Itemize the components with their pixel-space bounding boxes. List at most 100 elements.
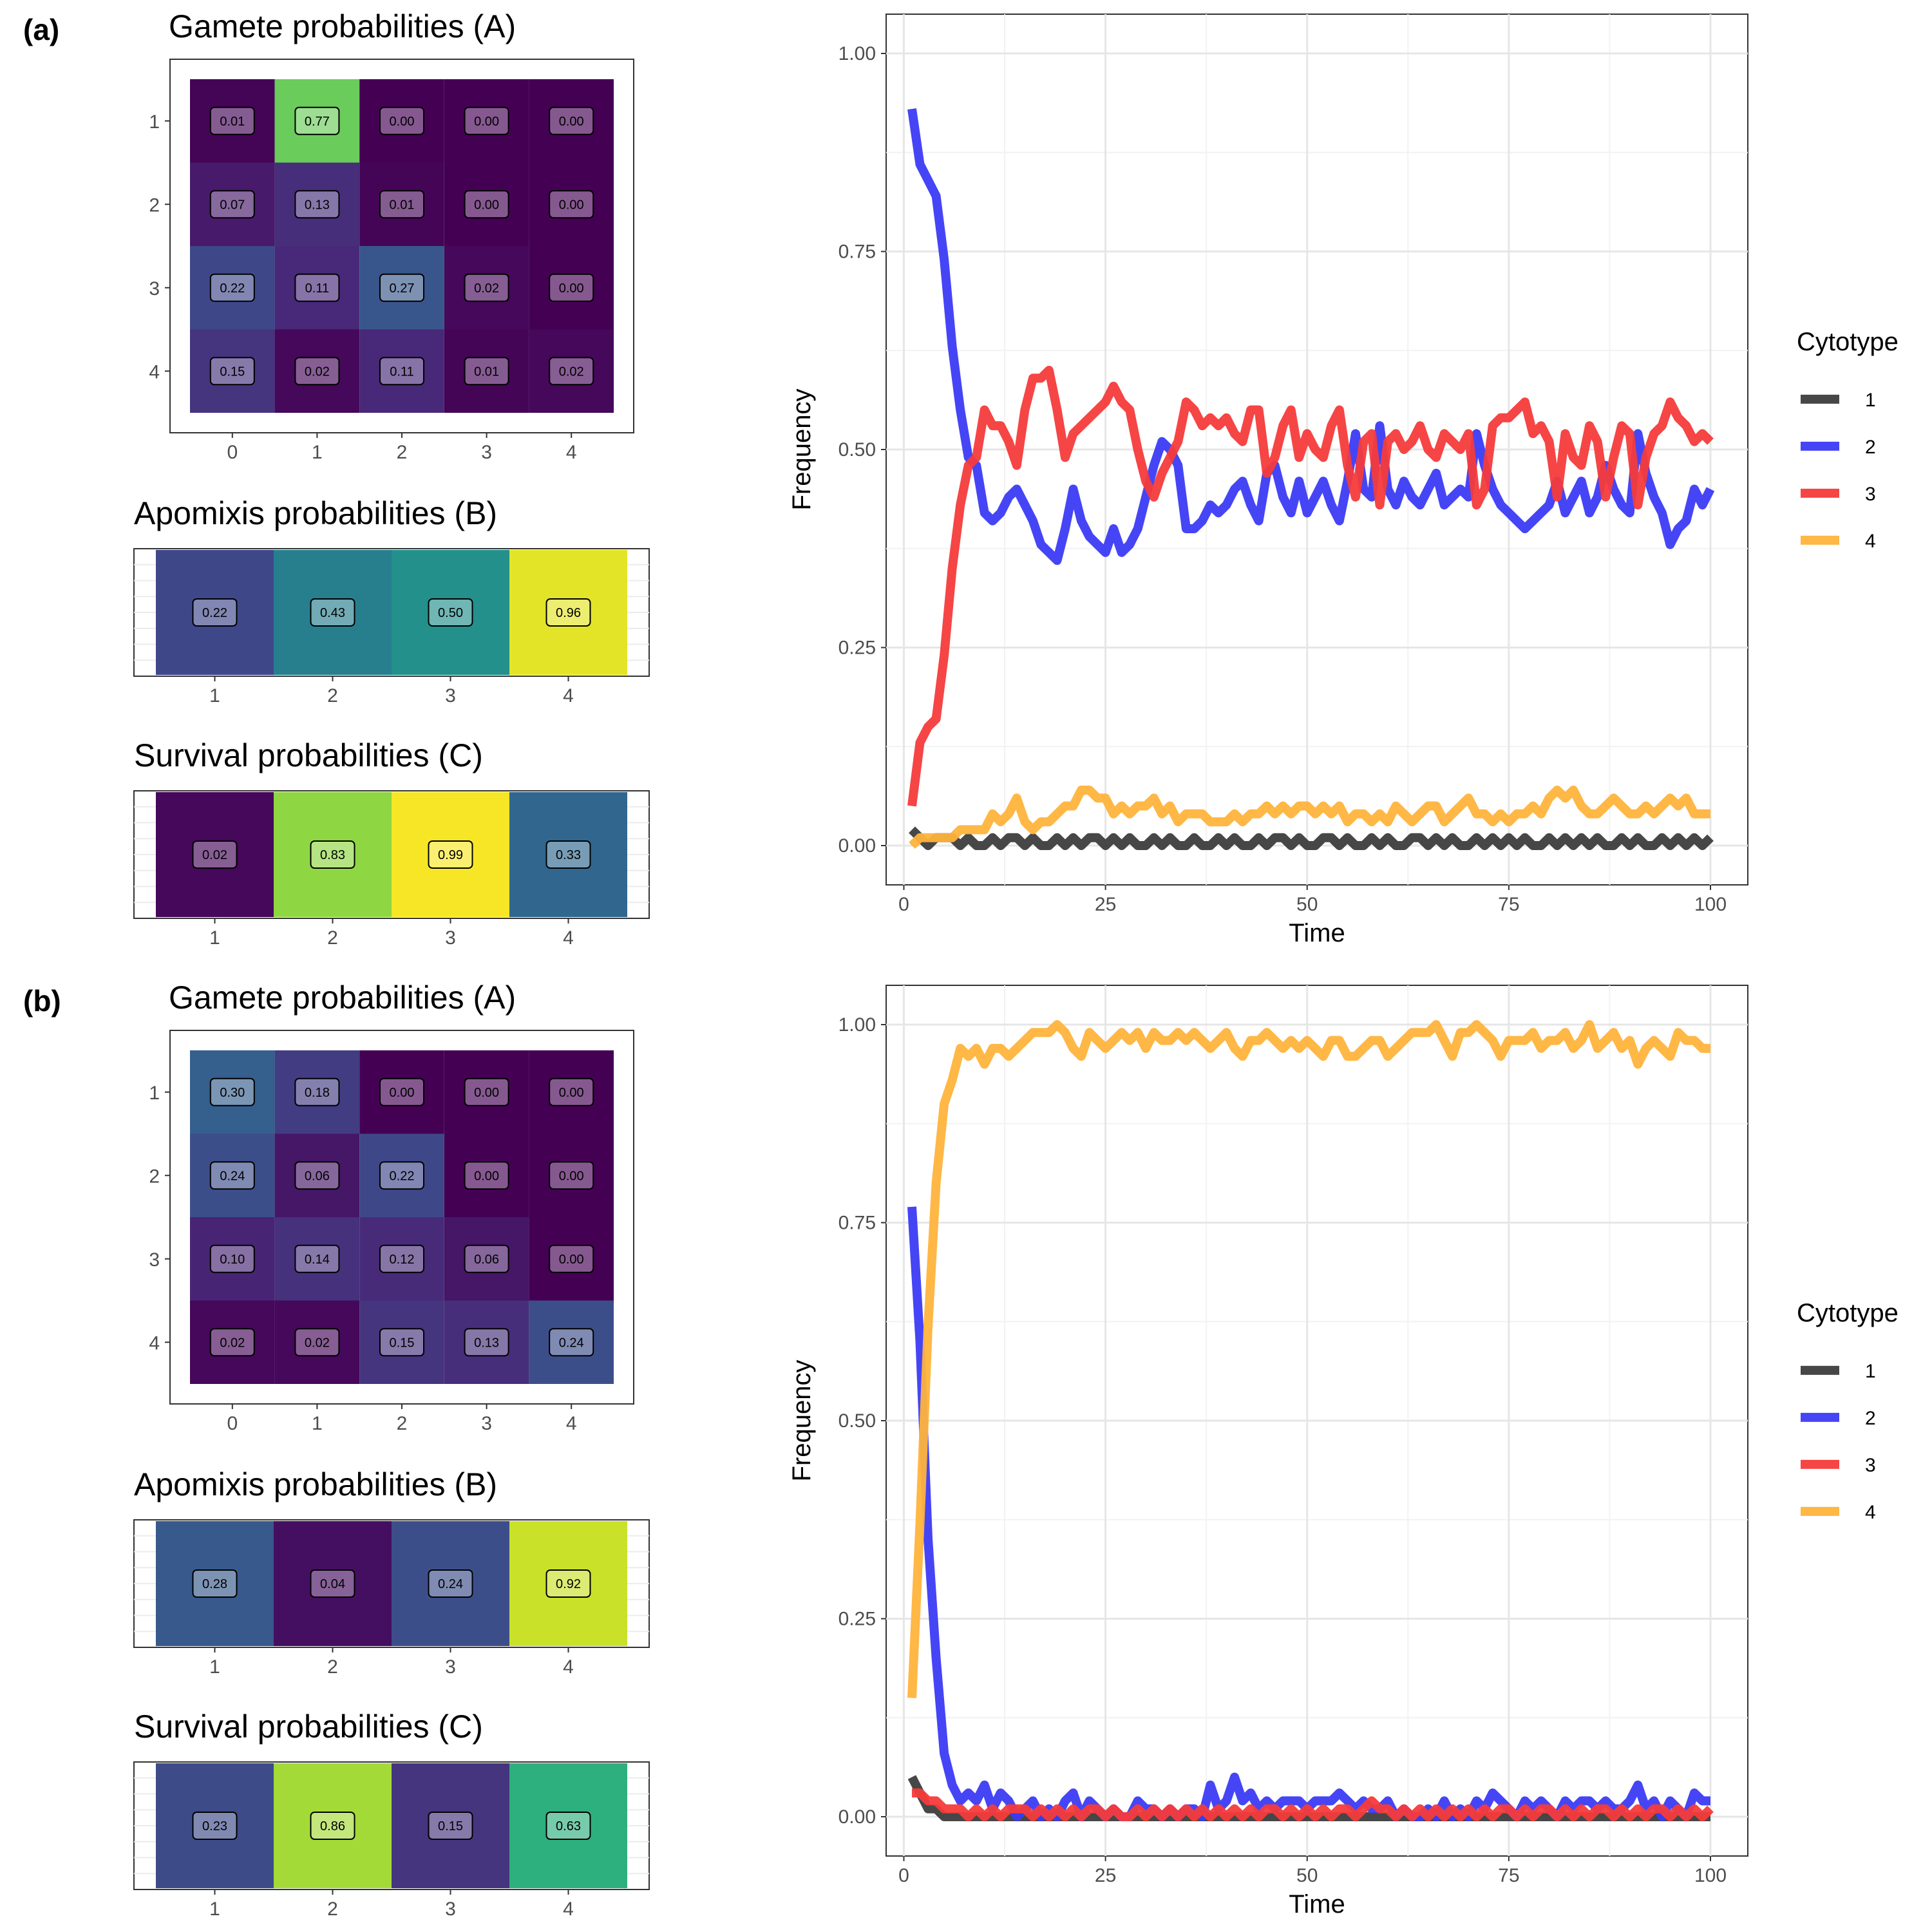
survival-tile (509, 792, 627, 917)
apomixis-tile (392, 550, 509, 675)
gamete-value-label-box (464, 357, 509, 386)
gamete-tile (359, 246, 444, 330)
survival-tile (392, 1763, 509, 1888)
apomixis-value-label: 0.50 (438, 606, 463, 620)
gamete-value-label: 0.00 (559, 115, 584, 129)
gamete-value-label: 0.02 (474, 281, 499, 296)
gamete-tile (529, 1217, 614, 1301)
gamete-value-label-box (464, 273, 509, 302)
y-tick-label: 0.50 (838, 439, 876, 460)
gamete-y-tick-label: 1 (149, 1083, 160, 1104)
survival-tile (274, 1763, 392, 1888)
series-line-cytotype-4 (907, 1020, 1710, 1698)
gamete-value-label: 0.00 (559, 281, 584, 296)
gamete-value-label: 0.18 (305, 1086, 330, 1100)
gamete-value-label: 0.15 (390, 1336, 415, 1350)
gamete-value-label-box (464, 190, 509, 219)
gamete-value-label: 0.14 (305, 1253, 330, 1267)
gamete-value-label-box (209, 1244, 255, 1273)
gamete-value-label: 0.00 (474, 115, 499, 129)
gamete-title: Gamete probabilities (A) (169, 980, 516, 1016)
gamete-value-label-box (549, 273, 594, 302)
gamete-tile (444, 162, 529, 246)
gamete-value-label: 0.11 (390, 365, 413, 379)
gamete-value-label: 0.00 (390, 1086, 415, 1100)
gamete-value-label: 0.06 (305, 1169, 330, 1183)
gamete-value-label-box (379, 106, 424, 135)
gamete-value-label-box (464, 1161, 509, 1190)
legend-title: Cytotype (1797, 1299, 1899, 1327)
apomixis-tile (274, 550, 392, 675)
gamete-value-label: 0.00 (559, 1169, 584, 1183)
gamete-value-label: 0.07 (220, 198, 245, 212)
gamete-x-tick-label: 3 (481, 1413, 492, 1434)
gamete-value-label-box (209, 1077, 255, 1106)
gamete-value-label-box (294, 1328, 340, 1357)
legend-label: 2 (1865, 437, 1876, 458)
survival-strip: Survival probabilities (C) 0.02 1 0.83 2 0.99… (133, 737, 650, 949)
apomixis-strip: Apomixis probabilities (B) 0.22 1 0.43 2 0.50… (133, 495, 650, 706)
legend-label: 1 (1865, 390, 1876, 411)
gamete-y-tick-label: 2 (149, 1166, 160, 1187)
gamete-tile (190, 1217, 275, 1301)
gamete-value-label-box (379, 1077, 424, 1106)
survival-value-label-box (545, 1812, 591, 1840)
survival-value-label-box (192, 1812, 238, 1840)
legend-label: 1 (1865, 1361, 1876, 1382)
gamete-value-label: 0.02 (305, 365, 330, 379)
x-tick-label: 75 (1498, 894, 1519, 915)
apomixis-value-label: 0.24 (438, 1577, 463, 1591)
apomixis-tile (509, 1521, 627, 1646)
gamete-title: Gamete probabilities (A) (169, 8, 516, 44)
gamete-value-label: 0.00 (474, 1169, 499, 1183)
gamete-value-label: 0.00 (559, 1253, 584, 1267)
apomixis-strip: Apomixis probabilities (B) 0.28 1 0.04 2 0.24… (133, 1466, 650, 1678)
gamete-value-label: 0.11 (305, 281, 329, 296)
gamete-tile (359, 329, 444, 413)
gamete-value-label-box (294, 1161, 340, 1190)
gamete-value-label-box (549, 1161, 594, 1190)
series-line-cytotype-2 (907, 108, 1715, 565)
gamete-value-label-box (209, 1161, 255, 1190)
apomixis-value-label: 0.92 (556, 1577, 581, 1591)
survival-x-tick-label: 4 (563, 927, 574, 949)
x-tick-label: 0 (898, 1865, 909, 1886)
apomixis-x-tick-label: 2 (327, 1656, 338, 1678)
y-tick-label: 1.00 (838, 43, 876, 64)
gamete-tile (444, 329, 529, 413)
survival-tile (509, 1763, 627, 1888)
apomixis-value-label-box (428, 1569, 473, 1598)
gamete-value-label-box (209, 1328, 255, 1357)
gamete-value-label: 0.02 (220, 1336, 245, 1350)
survival-value-label: 0.99 (438, 848, 463, 862)
gamete-tile (190, 1050, 275, 1134)
survival-tile (392, 792, 509, 917)
gamete-tile (529, 1050, 614, 1134)
apomixis-tile (156, 550, 274, 675)
gamete-tile (529, 1300, 614, 1384)
gamete-value-label: 0.30 (220, 1086, 245, 1100)
gamete-x-tick-label: 4 (566, 1413, 577, 1434)
legend-label: 4 (1865, 531, 1876, 552)
gamete-value-label: 0.77 (305, 115, 330, 129)
gamete-value-label: 0.00 (474, 198, 499, 212)
survival-value-label: 0.86 (320, 1819, 345, 1833)
survival-x-tick-label: 1 (209, 927, 220, 949)
panel-b: (b) Gamete probabilities (A)0.30 0.18 0.00 0… (23, 980, 1899, 1920)
series-line-cytotype-3 (912, 1788, 1714, 1821)
gamete-value-label-box (379, 357, 424, 386)
survival-tile (274, 792, 392, 917)
gamete-value-label-box (549, 1244, 594, 1273)
y-tick-label: 0.00 (838, 835, 876, 857)
gamete-value-label: 0.01 (220, 115, 245, 129)
gamete-value-label-box (209, 357, 255, 386)
apomixis-title: Apomixis probabilities (B) (134, 1466, 497, 1502)
apomixis-value-label: 0.28 (202, 1577, 227, 1591)
y-tick-label: 0.75 (838, 1213, 876, 1234)
survival-value-label: 0.23 (202, 1819, 227, 1833)
gamete-tile (359, 79, 444, 163)
gamete-value-label-box (464, 1244, 509, 1273)
gamete-value-label-box (379, 1244, 424, 1273)
gamete-value-label: 0.00 (559, 198, 584, 212)
gamete-value-label: 0.01 (474, 365, 499, 379)
